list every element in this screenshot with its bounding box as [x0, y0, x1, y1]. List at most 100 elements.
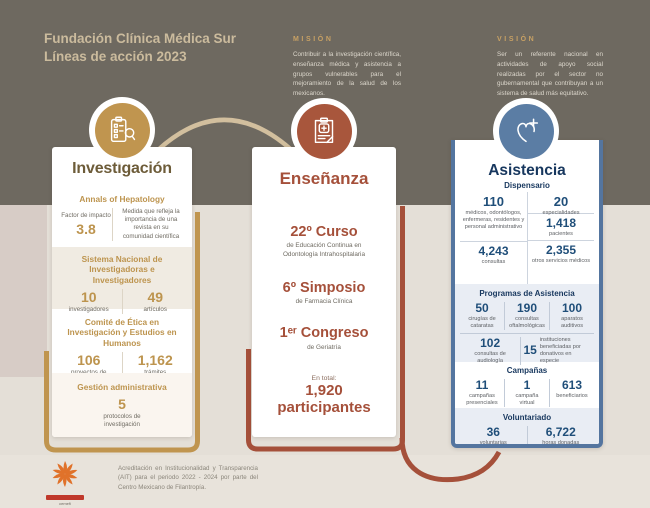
stat-audiologia: 102 consultas de audiología: [460, 335, 520, 365]
stat-value: 5: [118, 396, 126, 413]
stat-value: 102: [480, 335, 501, 350]
stat-label: protocolos de investigación: [103, 413, 141, 429]
total-value: 1,920: [305, 381, 343, 399]
stat-label: campaña virtual: [515, 392, 539, 406]
stat-label: aparatos auditivos: [560, 315, 584, 329]
factor-note: Medida que refleja la importancia de una…: [122, 208, 180, 240]
stat-value: 106: [77, 352, 101, 369]
stat-label: especialidades: [542, 210, 580, 217]
stat-pacientes: 1,418 pacientes: [528, 214, 594, 241]
ensenanza-item-congreso: 1ᵉʳ Congreso de Geriatría: [252, 326, 396, 352]
item-sub: de Geriatría: [307, 343, 341, 351]
ensenanza-item-simposio: 6º Simposio de Farmacia Clínica: [252, 280, 396, 307]
stat-value: 613: [561, 377, 583, 392]
stat-value: 6,722: [545, 424, 576, 439]
page-title-line1: Fundación Clínica Médica Sur: [44, 31, 237, 46]
ensenanza-badge: [291, 98, 357, 164]
stat-voluntarias: 36 voluntarias: [460, 424, 527, 446]
stat-label: voluntarias: [479, 439, 507, 446]
item-heading: 1ᵉʳ Congreso: [279, 325, 369, 342]
stat-aparatos: 100 aparatos auditivos: [549, 300, 594, 330]
medical-clipboard-icon: [314, 117, 334, 144]
total-label: En total:: [311, 374, 337, 382]
logo-banner: [46, 495, 84, 500]
stat-label: beneficiarios: [556, 392, 588, 399]
annals-title: Annals of Hepatology: [79, 194, 165, 204]
heart-cross-icon: [517, 118, 539, 143]
stat-value: 2,355: [545, 243, 577, 257]
stat-value: 10: [80, 289, 97, 306]
campanas-title: Campañas: [506, 366, 548, 375]
section-gestion: Gestión administrativa 5 protocolos de i…: [52, 373, 192, 437]
total-unit: participantes: [277, 398, 371, 416]
cemefi-swirl-logo: [52, 461, 78, 487]
stat-label: cirugías de cataratas: [468, 315, 496, 329]
item-sub: de Farmacia Clínica: [295, 298, 353, 306]
section-voluntariado: Voluntariado 36 voluntarias 6,722 horas …: [455, 408, 599, 444]
stat-value: 36: [486, 424, 500, 439]
stat-beneficiarios: 613 beneficiarios: [549, 377, 594, 407]
stat-instituciones: 15 instituciones beneficiadas por donati…: [520, 336, 594, 365]
clipboard-research-icon: [110, 116, 136, 143]
card-ensenanza: Enseñanza 22º Curso de Educación Continu…: [252, 147, 396, 437]
accreditation-text: Acreditación en Institucionalidad y Tran…: [118, 465, 258, 491]
factor-label: Factor de impacto: [61, 212, 111, 220]
stat-campana-virtual: 1 campaña virtual: [504, 377, 549, 407]
stat-label: horas donadas: [542, 439, 580, 446]
stat-value: 20: [553, 194, 569, 209]
page-title-line2: Líneas de acción 2023: [44, 49, 187, 65]
stat-label: médicos, odontólogos, enfermeras, reside…: [462, 210, 525, 231]
item-heading: 22º Curso: [290, 224, 358, 240]
stat-label: consultas de audiología: [474, 350, 506, 364]
ensenanza-total: En total: 1,920 participantes: [252, 375, 396, 417]
vision-block: VISIÓN Ser un referente nacional en acti…: [497, 36, 603, 99]
card-investigacion: Investigación Annals of Hepatology Facto…: [52, 147, 192, 437]
mision-text: Contribuir a la investigación científica…: [293, 51, 401, 97]
stat-value: 110: [483, 194, 504, 209]
stat-horas-donadas: 6,722 horas donadas: [526, 424, 595, 446]
section-dispensario: 110 médicos, odontólogos, enfermeras, re…: [455, 188, 599, 284]
page-title: Fundación Clínica Médica Sur Líneas de a…: [44, 30, 269, 66]
stat-campanas-presenciales: 11 campañas presenciales: [460, 377, 504, 407]
stat-label: pacientes: [549, 231, 573, 238]
sni-title: Sistema Nacional de Investigadoras e Inv…: [81, 254, 163, 285]
investigacion-title: Investigación: [72, 160, 172, 177]
bottom-light-strip: [0, 455, 650, 508]
programas-title: Programas de Asistencia: [479, 289, 575, 298]
card-asistencia: Asistencia Dispensario 110 médicos, odon…: [451, 140, 603, 448]
stat-value: 11: [475, 377, 489, 392]
stat-label: instituciones beneficiadas por donativos…: [539, 336, 581, 364]
stat-value: 100: [561, 300, 583, 315]
item-sub: de Educación Continua en Odontología Int…: [282, 242, 366, 259]
cemefi-logo: cemefi: [46, 459, 84, 506]
gestion-title: Gestión administrativa: [77, 382, 167, 392]
asistencia-badge: [493, 98, 559, 164]
mauve-accent-block: [0, 205, 47, 377]
stat-label: consultas: [481, 259, 506, 266]
stat-oftalmologicas: 190 consultas oftalmológicas: [504, 301, 549, 330]
voluntariado-title: Voluntariado: [502, 413, 552, 422]
item-heading: 6º Simposio: [282, 280, 366, 297]
stat-otros-servicios: 2,355 otros servicios médicos: [528, 241, 594, 265]
stat-personal: 110 médicos, odontólogos, enfermeras, re…: [460, 192, 527, 242]
asistencia-title: Asistencia: [488, 162, 566, 179]
stat-value: 49: [147, 289, 164, 306]
stat-especialidades: 20 especialidades: [528, 192, 594, 217]
stat-consultas: 4,243 consultas: [460, 242, 527, 266]
stat-value: 1,418: [545, 216, 577, 230]
stat-protocolos: 5 protocolos de investigación: [56, 396, 188, 429]
ensenanza-item-curso: 22º Curso de Educación Continua en Odont…: [252, 224, 396, 260]
investigacion-badge: [89, 97, 155, 163]
stat-label: campañas presenciales: [466, 392, 498, 406]
stat-value: 1: [523, 377, 531, 392]
section-programas: Programas de Asistencia 50 cirugías de c…: [455, 284, 599, 365]
vision-text: Ser un referente nacional en actividades…: [497, 51, 603, 97]
logo-caption: cemefi: [59, 501, 71, 506]
section-campanas: Campañas 11 campañas presenciales 1 camp…: [455, 362, 599, 408]
section-comite: Comité de Ética en Investigación y Estud…: [52, 309, 192, 385]
stat-value: 50: [475, 300, 489, 315]
stat-value: 15: [523, 343, 537, 358]
stat-value: 1,162: [137, 352, 173, 369]
vision-label: VISIÓN: [497, 36, 537, 43]
